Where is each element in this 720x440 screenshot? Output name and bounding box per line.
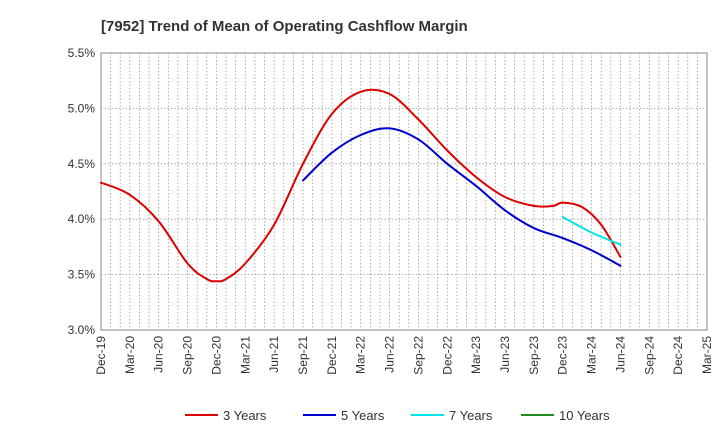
legend-label-3-years: 3 Years bbox=[223, 408, 267, 423]
y-axis: 3.0% 3.5% 4.0% 4.5% 5.0% 5.5% bbox=[68, 46, 96, 337]
x-tick-label: Sep-23 bbox=[527, 336, 541, 375]
x-tick-label: Jun-21 bbox=[267, 336, 281, 373]
x-tick-label: Dec-20 bbox=[209, 336, 223, 375]
y-tick-label: 4.5% bbox=[68, 157, 96, 171]
series-line-5-years bbox=[302, 127, 622, 267]
x-tick-label: Sep-21 bbox=[296, 336, 310, 375]
series-line-3-years bbox=[100, 88, 622, 283]
series-line-7-years bbox=[561, 215, 622, 246]
x-tick-label: Mar-22 bbox=[354, 336, 368, 374]
plot-area bbox=[100, 52, 708, 331]
grid bbox=[101, 53, 707, 330]
x-tick-label: Dec-19 bbox=[94, 336, 108, 375]
x-tick-label: Mar-25 bbox=[700, 336, 714, 374]
y-tick-label: 3.5% bbox=[68, 268, 96, 282]
x-tick-label: Jun-20 bbox=[152, 336, 166, 373]
chart-title: [7952] Trend of Mean of Operating Cashfl… bbox=[101, 18, 468, 35]
x-tick-label: Sep-22 bbox=[411, 336, 425, 375]
y-tick-label: 3.0% bbox=[68, 323, 96, 337]
legend-label-5-years: 5 Years bbox=[341, 408, 385, 423]
x-tick-label: Mar-21 bbox=[238, 336, 252, 374]
x-tick-label: Dec-23 bbox=[556, 336, 570, 375]
x-tick-label: Dec-24 bbox=[671, 336, 685, 375]
series-lines bbox=[100, 88, 622, 283]
x-tick-label: Jun-24 bbox=[613, 336, 627, 373]
x-tick-label: Mar-24 bbox=[585, 336, 599, 374]
x-axis: Dec-19 Mar-20 Jun-20 Sep-20 Dec-20 Mar-21 Jun-… bbox=[94, 336, 714, 375]
y-tick-label: 4.0% bbox=[68, 212, 96, 226]
x-tick-label: Dec-22 bbox=[440, 336, 454, 375]
x-tick-label: Sep-24 bbox=[642, 336, 656, 375]
x-tick-label: Sep-20 bbox=[181, 336, 195, 375]
y-tick-label: 5.0% bbox=[68, 101, 96, 115]
x-tick-label: Dec-21 bbox=[325, 336, 339, 375]
legend-label-7-years: 7 Years bbox=[449, 408, 493, 423]
x-tick-label: Jun-23 bbox=[498, 336, 512, 373]
y-tick-label: 5.5% bbox=[68, 46, 96, 60]
x-tick-label: Mar-23 bbox=[469, 336, 483, 374]
x-tick-label: Jun-22 bbox=[383, 336, 397, 373]
legend: 3 Years 5 Years 7 Years 10 Years bbox=[185, 408, 610, 423]
legend-label-10-years: 10 Years bbox=[559, 408, 610, 423]
x-tick-label: Mar-20 bbox=[123, 336, 137, 374]
